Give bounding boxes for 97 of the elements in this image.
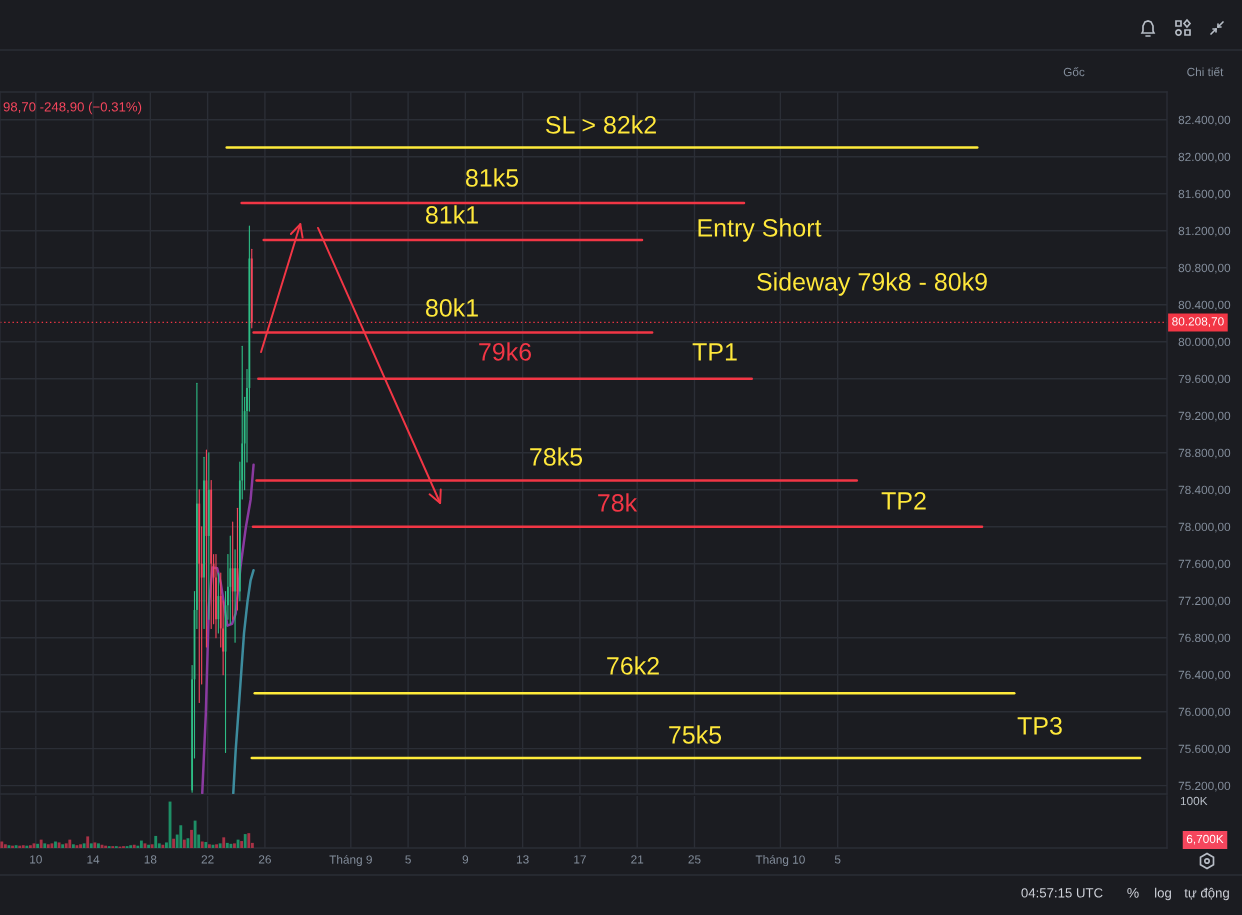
bar — [204, 841, 208, 848]
annotation: TP3 — [1017, 717, 1062, 735]
bar — [147, 844, 150, 848]
bar — [200, 841, 204, 848]
ref-line-label: 80.208,70 — [1172, 317, 1224, 327]
y-tick-label: 80.000,00 — [1178, 337, 1231, 348]
y-tick-label: 80.400,00 — [1178, 300, 1231, 311]
bar — [193, 820, 197, 848]
y-tick-label: 78.000,00 — [1178, 522, 1231, 533]
bar — [222, 837, 226, 848]
y-tick-label: 81.200,00 — [1178, 226, 1231, 237]
x-tick-label: 18 — [144, 855, 157, 864]
bar — [243, 834, 247, 848]
x-tick-label: 9 — [462, 855, 469, 864]
y-tick-label: 78.400,00 — [1178, 485, 1231, 496]
x-tick-label: 13 — [516, 855, 529, 864]
x-tick-label: 14 — [87, 855, 100, 864]
bar — [218, 843, 222, 848]
bar — [0, 841, 4, 848]
bar — [86, 836, 90, 848]
annotation: TP2 — [881, 492, 926, 510]
annotation: 75k5 — [669, 725, 722, 744]
bar — [139, 840, 143, 848]
line-series — [232, 568, 255, 794]
y-tick-label: 80.800,00 — [1178, 263, 1231, 274]
bar — [93, 842, 97, 848]
bar — [182, 839, 186, 848]
annotation: 78k5 — [530, 447, 583, 466]
annotation: 79k6 — [479, 342, 532, 361]
y-tick-label: 77.200,00 — [1178, 596, 1231, 607]
bar — [82, 843, 86, 848]
text: log — [1155, 887, 1171, 901]
annotation: TP1 — [692, 343, 737, 361]
y-tick-label: 76.800,00 — [1178, 633, 1231, 644]
y-tick-label: 76.000,00 — [1178, 707, 1231, 718]
annotation: 76k2 — [607, 656, 659, 675]
text: 04:57:15 UTC — [1021, 888, 1103, 898]
bar — [190, 829, 193, 848]
x-tick-label: Tháng 9 — [329, 854, 372, 867]
x-tick-label: 25 — [688, 855, 701, 864]
bar — [247, 833, 251, 848]
x-tick-label: Tháng 10 — [755, 854, 805, 867]
x-tick-label: 10 — [30, 855, 42, 864]
y-tick-label: 79.200,00 — [1178, 411, 1231, 422]
bar — [14, 845, 18, 848]
annotation: 80k1 — [425, 298, 478, 317]
bar — [225, 842, 229, 848]
annotation: 81k5 — [465, 168, 519, 187]
text: Chi tiết — [1187, 66, 1224, 77]
bar — [97, 843, 100, 848]
x-tick-label: 22 — [201, 855, 214, 864]
bar — [36, 843, 40, 848]
x-tick-label: 5 — [405, 855, 411, 864]
annotation: 78k — [598, 493, 638, 512]
bar — [79, 844, 82, 848]
y-tick-label: 78.800,00 — [1178, 448, 1231, 459]
x-tick-label: 17 — [574, 855, 586, 864]
y-tick-label: 75.200,00 — [1178, 781, 1231, 792]
text: % — [1127, 887, 1139, 898]
bar — [229, 843, 233, 848]
annotation: 98,70 -248,90 (−0.31%) — [3, 101, 142, 115]
y-tick-label: 82.000,00 — [1178, 152, 1231, 163]
x-tick-label: 21 — [631, 855, 644, 864]
annotation: Sideway 79k8 - 80k9 — [757, 272, 987, 296]
x-tick-label: 5 — [834, 855, 841, 864]
bar — [89, 843, 93, 848]
annotation: Entry Short — [698, 218, 822, 242]
bar — [54, 841, 57, 848]
text: 100K — [1180, 796, 1208, 806]
bar — [161, 844, 165, 848]
bar — [29, 845, 32, 848]
annotation: SL > 82k2 — [545, 115, 656, 134]
y-tick-label: 76.400,00 — [1178, 670, 1231, 681]
bar — [68, 839, 72, 848]
bar — [50, 843, 54, 848]
y-tick-label: 81.600,00 — [1178, 189, 1231, 200]
text: tự động — [1184, 887, 1229, 901]
annotation: 81k1 — [425, 205, 478, 224]
y-tick-label: 75.600,00 — [1178, 744, 1231, 755]
text: 6,700K — [1186, 834, 1224, 845]
y-tick-label: 82.400,00 — [1178, 115, 1231, 126]
candlestick — [234, 549, 236, 643]
candlestick — [203, 456, 205, 629]
y-tick-label: 77.600,00 — [1178, 559, 1231, 570]
y-tick-label: 79.600,00 — [1178, 374, 1231, 385]
bar — [179, 825, 183, 848]
bar — [150, 844, 154, 848]
bar — [240, 841, 244, 848]
bar — [172, 838, 176, 848]
candlestick — [215, 553, 217, 639]
text: Gốc — [1063, 66, 1085, 77]
bar — [233, 843, 236, 848]
x-tick-label: 26 — [258, 855, 271, 864]
bar — [39, 839, 43, 848]
bar — [154, 835, 158, 848]
bar — [71, 844, 75, 848]
bar — [3, 844, 7, 848]
